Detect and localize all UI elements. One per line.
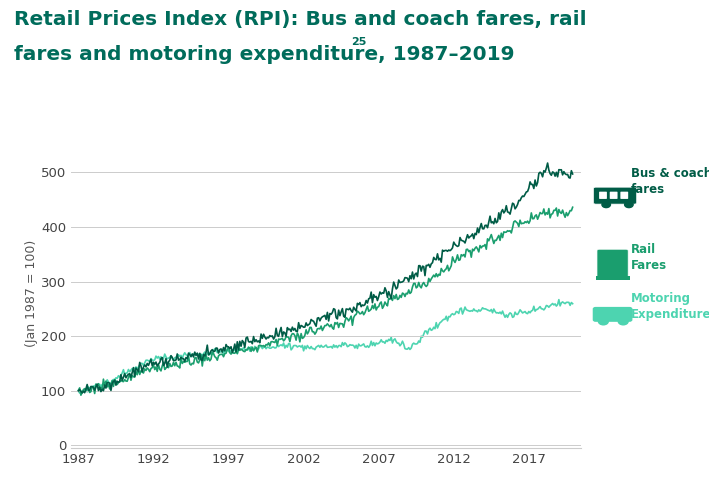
Text: Retail Prices Index (RPI): Bus and coach fares, rail: Retail Prices Index (RPI): Bus and coach… bbox=[14, 10, 587, 29]
Y-axis label: (Jan 1987 = 100): (Jan 1987 = 100) bbox=[25, 240, 38, 348]
Text: fares and motoring expenditure, 1987–2019: fares and motoring expenditure, 1987–201… bbox=[14, 45, 515, 64]
Text: Bus & coach
fares: Bus & coach fares bbox=[631, 167, 709, 196]
Text: Motoring
Expenditure: Motoring Expenditure bbox=[631, 292, 709, 321]
Text: 25: 25 bbox=[351, 37, 367, 47]
Text: Rail
Fares: Rail Fares bbox=[631, 243, 667, 272]
